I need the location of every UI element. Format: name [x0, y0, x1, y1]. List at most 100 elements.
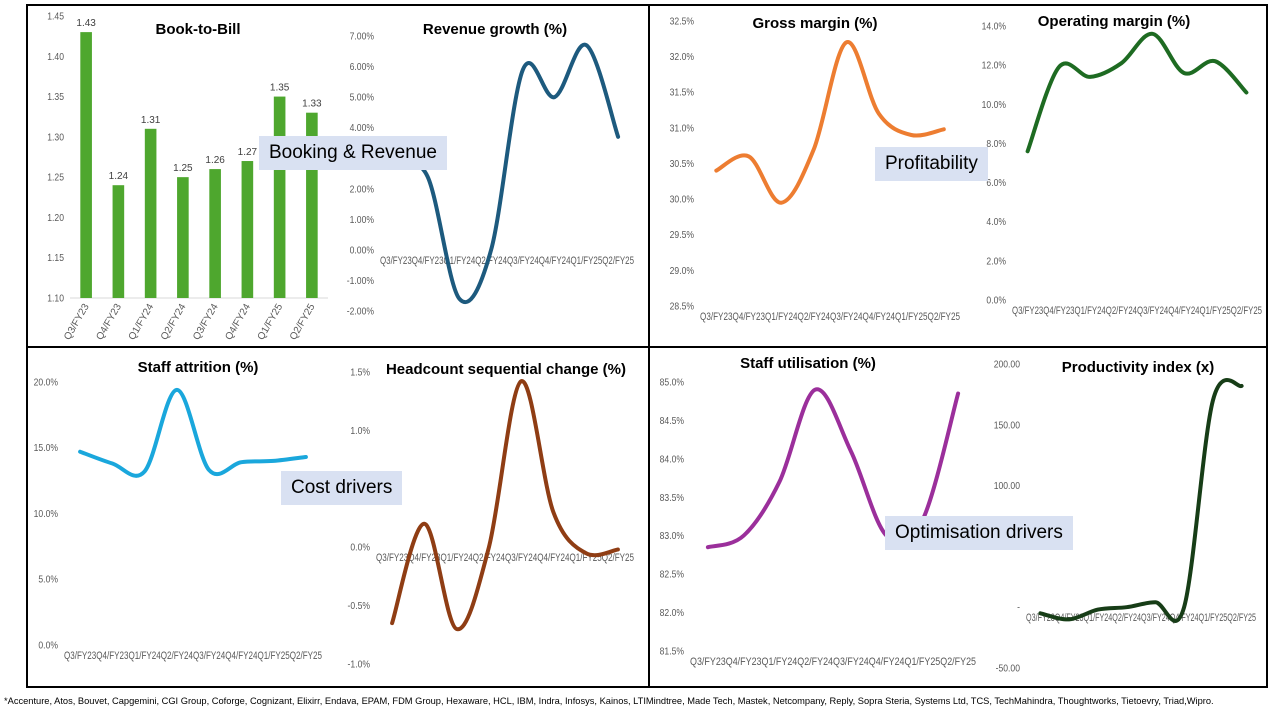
x-tick-labels: Q3/FY23Q4/FY23Q1/FY24Q2/FY24Q3/FY24Q4/FY…: [376, 552, 634, 564]
x-axis: Q3/FY23Q4/FY23Q1/FY24Q2/FY24Q3/FY24Q4/FY…: [376, 552, 634, 564]
y-tick-label: 12.0%: [982, 60, 1006, 71]
chart-title: Gross margin (%): [752, 15, 877, 32]
panel-booking-revenue: [26, 4, 650, 348]
x-tick-label: Q4/FY24: [223, 302, 253, 343]
chart-title: Revenue growth (%): [423, 21, 567, 38]
x-tick-labels: Q3/FY23Q4/FY23Q1/FY24Q2/FY24Q3/FY24Q4/FY…: [1012, 305, 1262, 317]
y-tick-label: 10.0%: [982, 99, 1006, 110]
series-line: [1038, 378, 1244, 623]
y-tick-label: 1.15: [47, 253, 64, 264]
bar: [80, 32, 92, 298]
bar: [144, 128, 157, 298]
x-tick-labels: Q3/FY23Q4/FY23Q1/FY24Q2/FY24Q3/FY24Q4/FY…: [64, 650, 322, 662]
y-tick-label: 31.5%: [670, 87, 694, 98]
y-tick-label: 84.0%: [660, 454, 684, 465]
y-tick-label: -0.5%: [348, 601, 370, 612]
chart-title: Operating margin (%): [1038, 13, 1191, 30]
y-tick-label: 8.0%: [986, 138, 1006, 149]
y-tick-label: 0.0%: [350, 542, 370, 553]
x-tick-label: Q4/FY23: [94, 302, 124, 343]
x-axis: Q3/FY23Q4/FY23Q1/FY24Q2/FY24Q3/FY24Q4/FY…: [690, 656, 976, 668]
x-tick-label: Q1/FY25: [256, 302, 286, 343]
y-axis: 0.0% 2.0% 4.0% 6.0% 8.0% 10.0% 12.0% 14.0%: [982, 21, 1006, 306]
y-tick-label: 100.00: [994, 481, 1020, 492]
x-axis: Q3/FY23Q4/FY23Q1/FY24Q2/FY24Q3/FY24Q4/FY…: [700, 311, 960, 323]
chart-title: Staff attrition (%): [138, 359, 259, 376]
banner-cost-drivers: Cost drivers: [281, 471, 403, 505]
y-tick-label: 0.0%: [986, 295, 1006, 306]
y-tick-label: 1.45: [47, 11, 64, 22]
headcount-change-chart: Headcount sequential change (%) -1.0% -0.5…: [348, 361, 634, 670]
y-tick-label: 20.0%: [34, 377, 58, 388]
revenue-growth-chart: Revenue growth (%) -2.00% -1.00% 0.00% 1.00%…: [347, 21, 634, 317]
y-tick-label: 15.0%: [34, 443, 58, 454]
staff-attrition-chart: Staff attrition (%) 0.0% 5.0% 10.0% 15.0% 20.…: [34, 359, 322, 662]
bar: [177, 177, 189, 298]
y-tick-label: 2.00%: [350, 184, 374, 195]
banner-booking-revenue: Booking & Revenue: [259, 136, 447, 170]
y-tick-label: 1.40: [47, 51, 64, 62]
y-tick-label: 1.20: [47, 212, 64, 223]
y-tick-label: 31.0%: [670, 123, 694, 134]
series-line: [78, 387, 308, 478]
bar: [273, 96, 286, 298]
operating-margin-chart: Operating margin (%) 0.0% 2.0% 4.0% 6.0% 8.0%…: [982, 13, 1262, 317]
y-tick-label: 200.00: [994, 359, 1020, 370]
y-tick-label: -2.00%: [347, 306, 374, 317]
y-axis: 0.0% 5.0% 10.0% 15.0% 20.0%: [34, 377, 58, 651]
banner-profitability: Profitability: [875, 147, 988, 181]
x-tick-label: Q2/FY25: [288, 302, 318, 343]
series-line: [390, 379, 620, 632]
y-tick-label: 82.5%: [660, 569, 684, 580]
y-tick-label: 6.0%: [986, 177, 1006, 188]
series-line: [714, 40, 946, 205]
banner-optimisation-drivers: Optimisation drivers: [885, 516, 1073, 550]
chart-title: Productivity index (x): [1062, 359, 1215, 376]
y-tick-label: 29.0%: [670, 265, 694, 276]
data-label: 1.31: [141, 115, 161, 126]
y-tick-label: 1.0%: [350, 425, 370, 436]
y-tick-label: 1.00%: [350, 214, 374, 225]
y-tick-label: 0.0%: [38, 640, 58, 651]
data-label: 1.35: [270, 83, 290, 94]
y-tick-label: 1.35: [47, 91, 64, 102]
y-tick-label: 84.5%: [660, 415, 684, 426]
y-tick-label: 83.5%: [660, 492, 684, 503]
y-axis: -1.0%-0.5%0.0%0.5%1.0%1.5%: [348, 367, 370, 670]
x-axis: Q3/FY23Q4/FY23Q1/FY24Q2/FY24Q3/FY24Q4/FY…: [1012, 305, 1262, 317]
y-tick-label: 1.5%: [350, 367, 370, 378]
y-tick-label: 85.0%: [660, 377, 684, 388]
y-tick-label: 82.0%: [660, 607, 684, 618]
y-tick-label: 10.0%: [34, 508, 58, 519]
data-label: 1.33: [302, 99, 322, 110]
chart-title: Headcount sequential change (%): [386, 361, 626, 378]
data-label: 1.26: [205, 155, 225, 166]
y-tick-label: 4.0%: [986, 217, 1006, 228]
x-tick-label: Q3/FY23: [62, 302, 92, 343]
y-tick-label: 32.5%: [670, 16, 694, 27]
y-tick-label: 1.30: [47, 132, 64, 143]
productivity-index-chart: Productivity index (x)-50.00-50.00100.00…: [994, 359, 1256, 674]
y-tick-label: 5.00%: [350, 92, 374, 103]
y-tick-label: -1.0%: [348, 659, 370, 670]
y-axis: -2.00%-1.00%0.00%1.00%2.00%3.00%4.00%5.0…: [347, 31, 374, 317]
y-tick-label: 30.5%: [670, 158, 694, 169]
book-to-bill-chart: Book-to-Bill 1.10 1.15 1.20 1.25 1.30 1.35 1.40…: [47, 11, 328, 343]
bar: [306, 112, 318, 298]
y-tick-label: 29.5%: [670, 230, 694, 241]
y-tick-label: 7.00%: [350, 31, 374, 42]
y-axis: 28.5% 29.0% 29.5% 30.0% 30.5% 31.0% 31.5% 32.0%…: [670, 16, 694, 312]
y-tick-label: 14.0%: [982, 21, 1006, 32]
y-tick-label: 5.0%: [38, 574, 58, 585]
x-axis: Q3/FY23Q4/FY23Q1/FY24Q2/FY24Q3/FY24Q4/FY…: [64, 650, 322, 662]
y-axis: 1.10 1.15 1.20 1.25 1.30 1.35 1.40 1.45: [47, 11, 64, 304]
y-tick-label: 4.00%: [350, 123, 374, 134]
y-tick-label: -50.00: [996, 663, 1020, 674]
data-label: 1.24: [109, 171, 129, 182]
footnote: *Accenture, Atos, Bouvet, Capgemini, CGI…: [4, 696, 1214, 706]
y-tick-label: -: [1017, 602, 1020, 613]
y-tick-label: 30.0%: [670, 194, 694, 205]
x-tick-label: Q2/FY24: [159, 302, 189, 343]
y-tick-label: 150.00: [994, 420, 1020, 431]
